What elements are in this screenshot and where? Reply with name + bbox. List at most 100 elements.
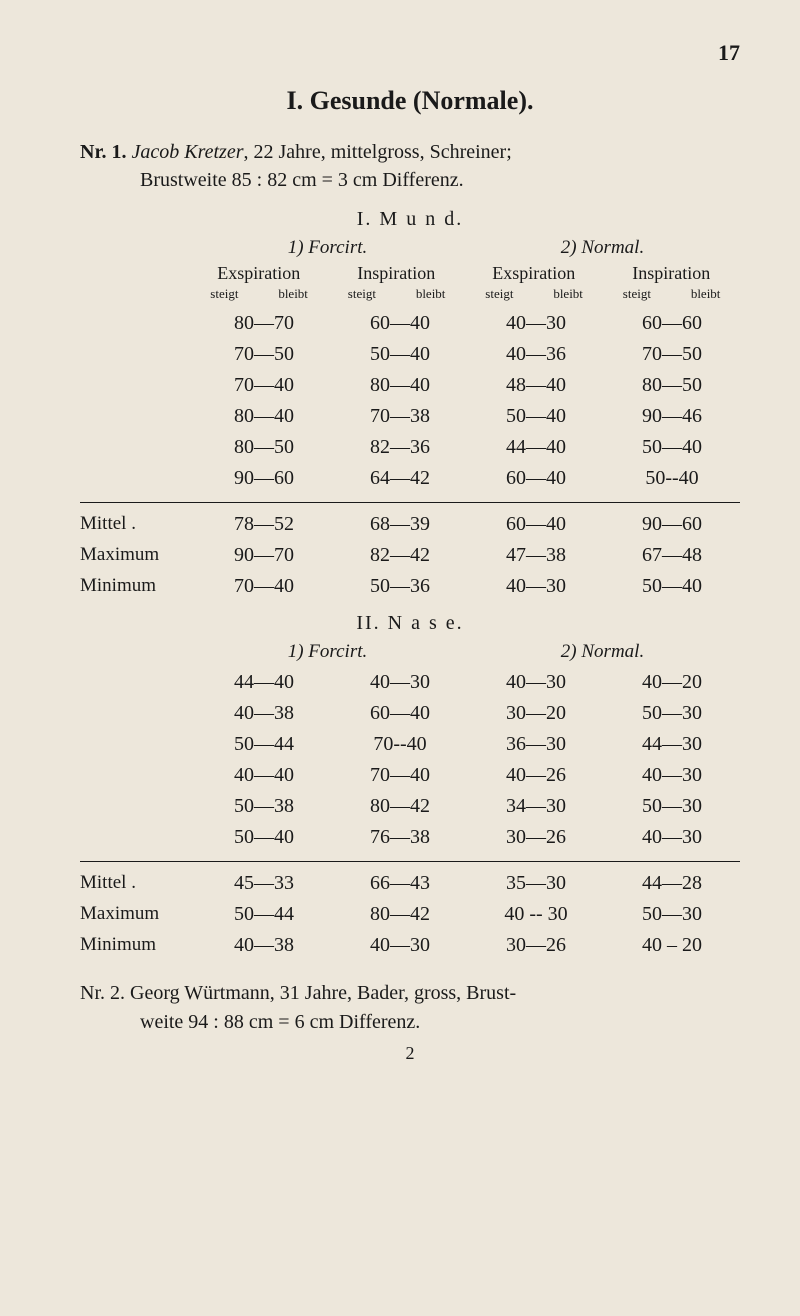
nase-data-rows: 44—4040—3040—3040—2040—3860—4030—2050—30… [80,667,740,853]
entry-2-name: Georg Würtmann [130,982,270,1004]
row-cells: 70—5050—4040—3670—50 [196,339,740,370]
row-label [80,339,196,370]
data-cell: 70—50 [604,339,740,370]
entry-2-intro: Nr. 2. Georg Würtmann, 31 Jahre, Bader, … [80,979,740,1037]
data-cell: 50--40 [604,463,740,494]
data-cell: 48—40 [468,370,604,401]
rule [80,861,740,862]
row-cells: 50—4076—3830—2640—30 [196,822,740,853]
tiny-steigt: steigt [603,286,672,302]
data-cell: 70—40 [332,760,468,791]
row-label: Mittel . [80,509,196,540]
data-cell: 36—30 [468,729,604,760]
main-heading: I. Gesunde (Normale). [80,86,740,116]
data-cell: 80—40 [332,370,468,401]
data-cell: 40—30 [468,571,604,602]
entry-2-nr: Nr. 2. [80,982,125,1004]
entry-1-line2: Brustweite 85 : 82 cm = 3 cm Differenz. [80,166,740,194]
data-cell: 40—38 [196,698,332,729]
data-cell: 50—30 [604,698,740,729]
data-cell: 40—30 [332,930,468,961]
data-cell: 40—20 [604,667,740,698]
table-row: 40—3860—4030—2050—30 [80,698,740,729]
row-cells: 40—3860—4030—2050—30 [196,698,740,729]
row-cells: 90—7082—4247—3867—48 [196,540,740,571]
row-label [80,401,196,432]
row-cells: 50—3880—4234—3050—30 [196,791,740,822]
data-cell: 66—43 [332,868,468,899]
row-cells: 90—6064—4260—4050--40 [196,463,740,494]
nase-subheaders: 1) Forcirt. 2) Normal. [190,641,740,663]
data-cell: 34—30 [468,791,604,822]
row-label [80,822,196,853]
subhead-normal: 2) Normal. [471,237,735,259]
data-cell: 50—36 [332,571,468,602]
mund-tiny-headers: steigt bleibt steigt bleibt steigt bleib… [190,286,740,302]
data-cell: 40—38 [196,930,332,961]
data-cell: 35—30 [468,868,604,899]
table-row: 40—4070—4040—2640—30 [80,760,740,791]
table-row: 80—7060—4040—3060—60 [80,308,740,339]
data-cell: 50—40 [468,401,604,432]
table-row: Maximum50—4480—4240 -- 3050—30 [80,899,740,930]
data-cell: 44—40 [468,432,604,463]
data-cell: 70—40 [196,370,332,401]
tiny-steigt: steigt [328,286,397,302]
row-cells: 40—4070—4040—2640—30 [196,760,740,791]
section-nase: II. N a s e. [80,612,740,635]
rule [80,502,740,503]
tiny-bleibt: bleibt [671,286,740,302]
table-row: Mittel .45—3366—4335—3044—28 [80,868,740,899]
data-cell: 70—50 [196,339,332,370]
tiny-steigt: steigt [465,286,534,302]
data-cell: 50—40 [604,432,740,463]
data-cell: 40 – 20 [604,930,740,961]
mund-subheaders: 1) Forcirt. 2) Normal. [190,237,740,259]
data-cell: 90—46 [604,401,740,432]
data-cell: 78—52 [196,509,332,540]
table-row: 50—4470--4036—3044—30 [80,729,740,760]
data-cell: 67—48 [604,540,740,571]
page: 17 I. Gesunde (Normale). Nr. 1. Jacob Kr… [0,0,800,1316]
table-row: 70—4080—4048—4080—50 [80,370,740,401]
data-cell: 40—30 [468,667,604,698]
col-exsp-2: Exspiration [465,263,603,284]
data-cell: 30—26 [468,930,604,961]
data-cell: 64—42 [332,463,468,494]
data-cell: 44—40 [196,667,332,698]
data-cell: 70—40 [196,571,332,602]
row-label [80,667,196,698]
row-label [80,760,196,791]
table-row: Minimum70—4050—3640—3050—40 [80,571,740,602]
signature-number: 2 [80,1043,740,1064]
row-cells: 50—4470--4036—3044—30 [196,729,740,760]
entry-1-name: Jacob Kretzer [131,141,243,163]
nase-summary: Mittel .45—3366—4335—3044—28Maximum50—44… [80,868,740,961]
data-cell: 30—20 [468,698,604,729]
row-label [80,463,196,494]
data-cell: 68—39 [332,509,468,540]
data-cell: 50—44 [196,899,332,930]
row-cells: 70—4050—3640—3050—40 [196,571,740,602]
entry-1-intro: Nr. 1. Jacob Kretzer, 22 Jahre, mittelgr… [80,138,740,194]
data-cell: 50—30 [604,791,740,822]
row-label: Mittel . [80,868,196,899]
data-cell: 80—50 [604,370,740,401]
data-cell: 40—26 [468,760,604,791]
row-label [80,370,196,401]
row-cells: 40—3840—3030—2640 – 20 [196,930,740,961]
tiny-bleibt: bleibt [259,286,328,302]
row-label [80,698,196,729]
mund-data-rows: 80—7060—4040—3060—6070—5050—4040—3670—50… [80,308,740,494]
row-label [80,791,196,822]
row-label [80,308,196,339]
subhead-normal-2: 2) Normal. [471,641,735,663]
data-cell: 80—42 [332,791,468,822]
row-cells: 80—5082—3644—4050—40 [196,432,740,463]
table-row: 80—5082—3644—4050—40 [80,432,740,463]
tiny-bleibt: bleibt [396,286,465,302]
data-cell: 60—40 [468,509,604,540]
entry-2-line2: weite 94 : 88 cm = 6 cm Differenz. [80,1008,740,1037]
table-row: 44—4040—3040—3040—20 [80,667,740,698]
row-cells: 44—4040—3040—3040—20 [196,667,740,698]
